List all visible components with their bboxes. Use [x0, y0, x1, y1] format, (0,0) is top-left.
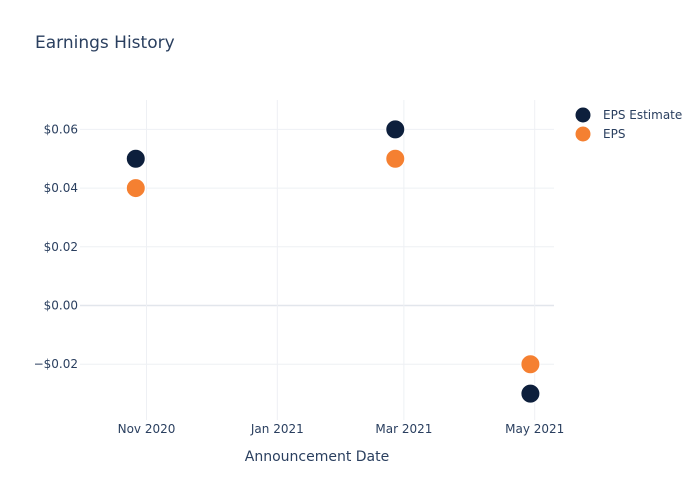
data-point-eps-estimate[interactable] — [125, 148, 146, 169]
tick-layer: $0.06 $0.04 $0.02 $0.00 −$0.02 Nov 2020 Jan 20… — [34, 122, 565, 436]
marker-layer — [125, 119, 541, 404]
legend-label: EPS — [603, 127, 625, 141]
grid-layer — [80, 100, 554, 420]
legend-marker — [574, 125, 592, 143]
x-tick-label: Jan 2021 — [250, 422, 304, 436]
y-tick-label: $0.06 — [44, 122, 78, 136]
legend-marker — [574, 106, 592, 124]
legend-item[interactable]: EPS Estimate — [574, 106, 682, 124]
data-point-eps-estimate[interactable] — [520, 383, 541, 404]
x-tick-label: Nov 2020 — [118, 422, 176, 436]
data-point-eps[interactable] — [520, 354, 541, 375]
x-tick-label: May 2021 — [505, 422, 564, 436]
legend-item[interactable]: EPS — [574, 125, 625, 143]
legend[interactable]: EPS Estimate EPS — [574, 106, 682, 143]
data-point-eps[interactable] — [385, 148, 406, 169]
y-tick-label: $0.00 — [44, 299, 78, 313]
y-tick-label: −$0.02 — [34, 357, 78, 371]
data-point-eps[interactable] — [125, 178, 146, 199]
chart-title: Earnings History — [35, 33, 175, 53]
y-tick-label: $0.04 — [44, 181, 78, 195]
x-tick-label: Mar 2021 — [375, 422, 432, 436]
legend-label: EPS Estimate — [603, 108, 682, 122]
data-point-eps-estimate[interactable] — [385, 119, 406, 140]
y-tick-label: $0.02 — [44, 240, 78, 254]
x-axis-title: Announcement Date — [245, 449, 389, 465]
